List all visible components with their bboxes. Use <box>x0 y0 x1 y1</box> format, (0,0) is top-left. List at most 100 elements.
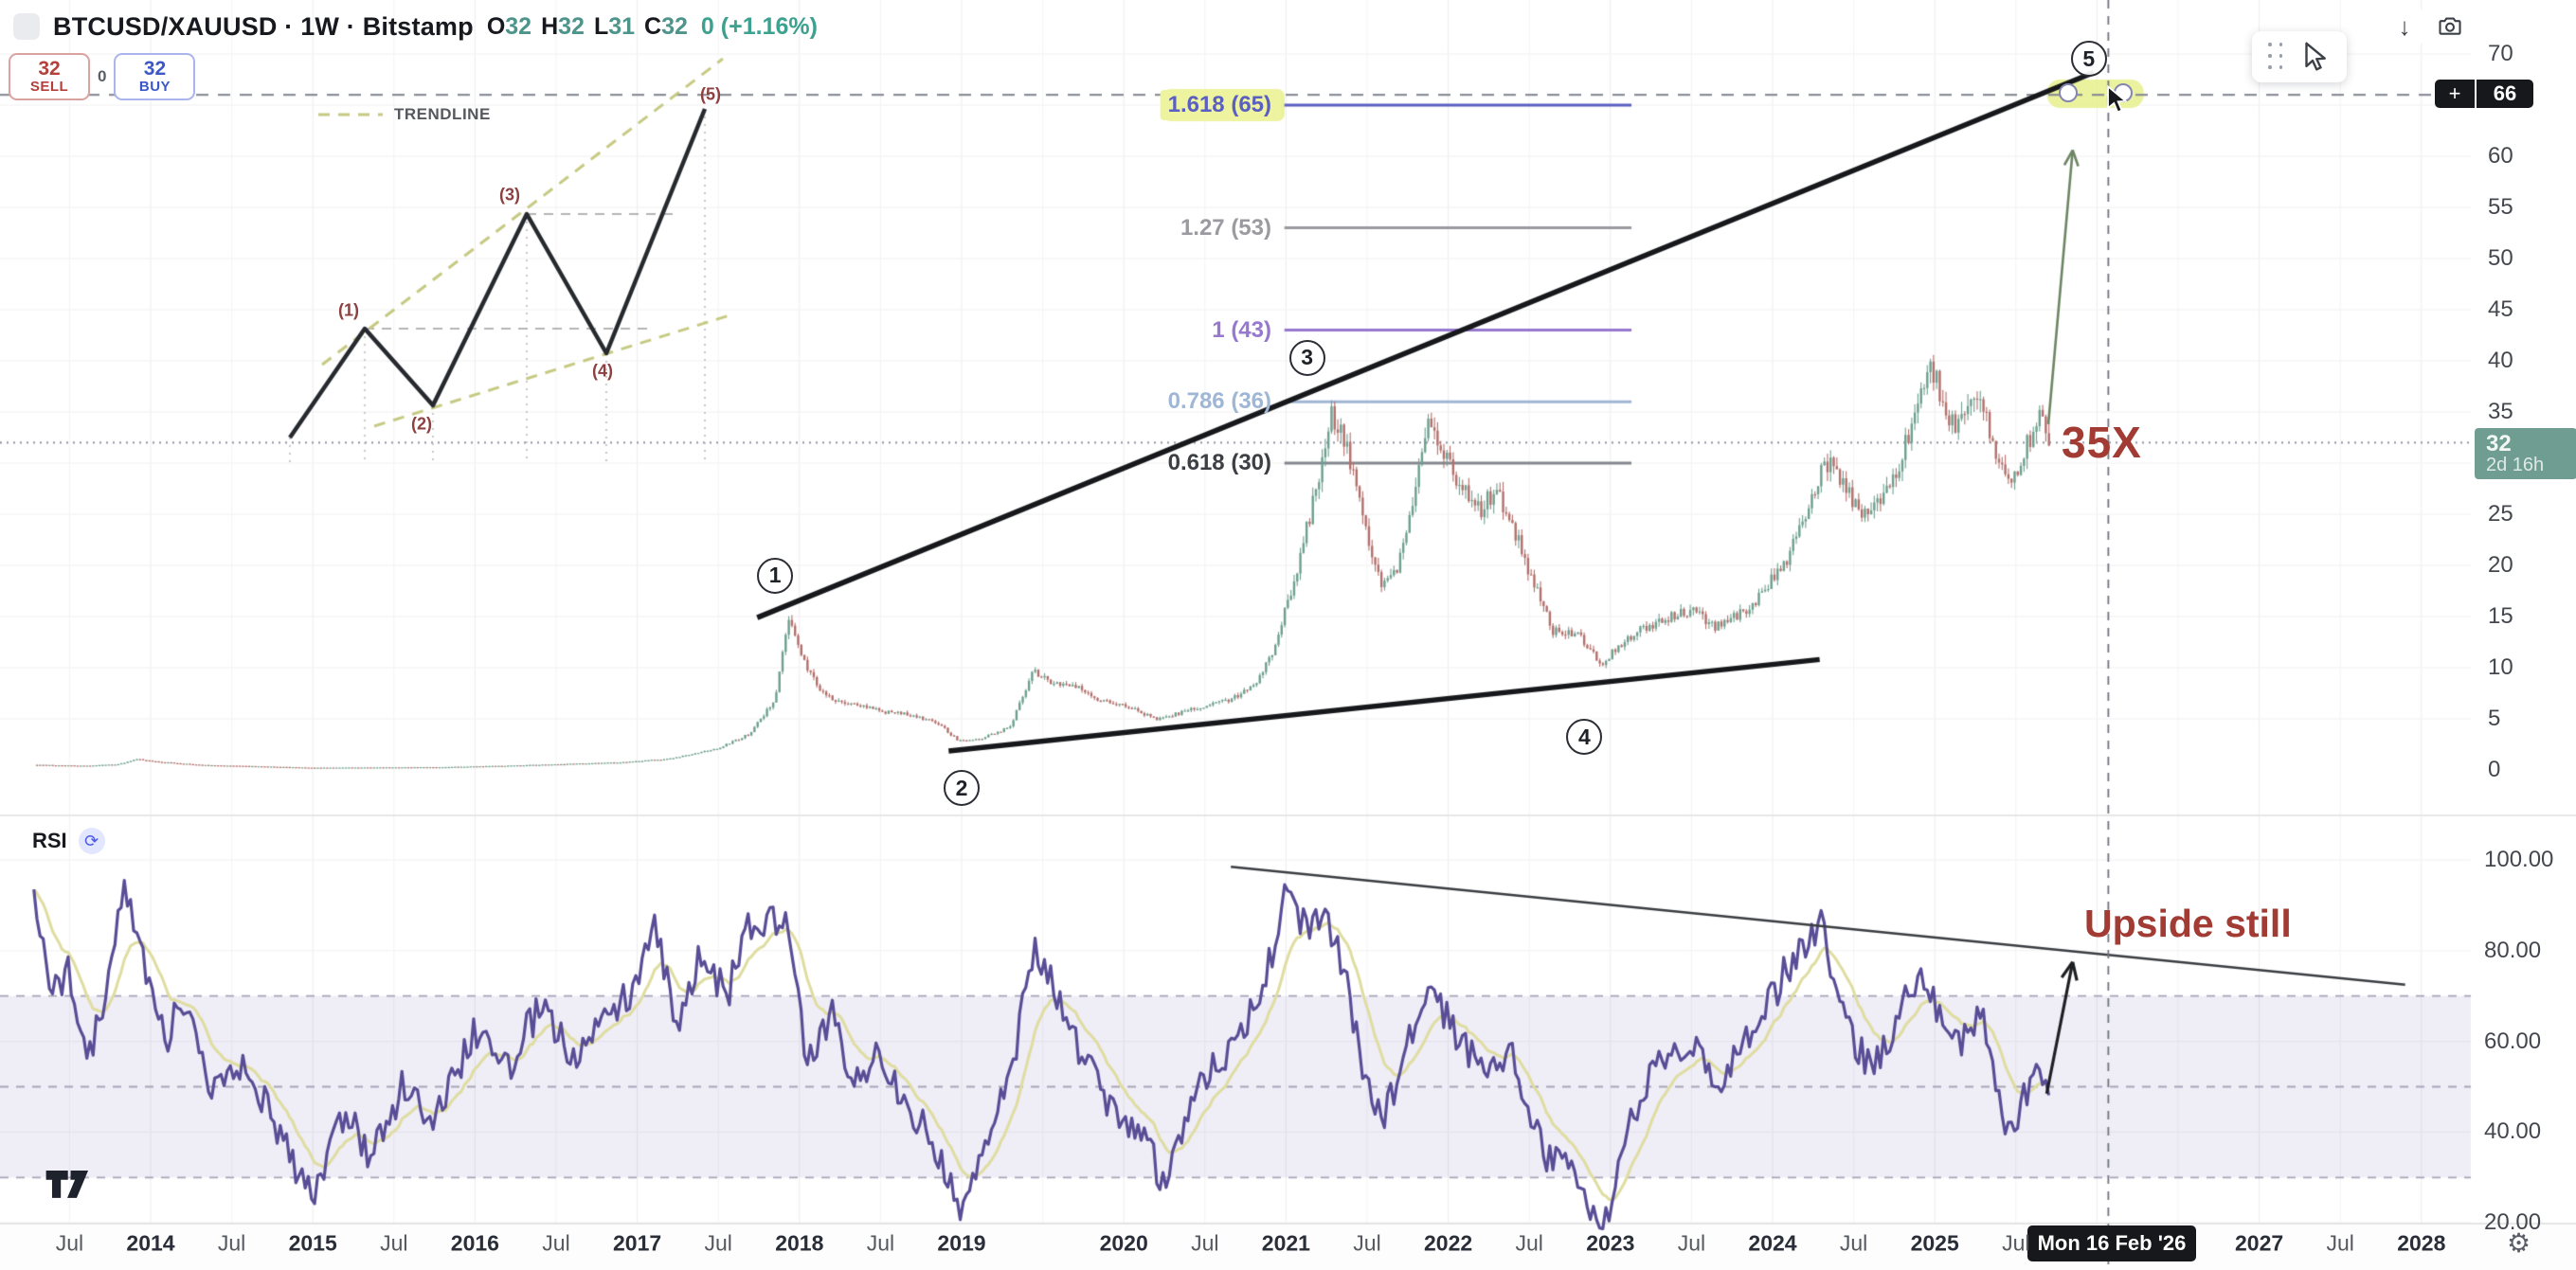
price-tick-70: 70 <box>2488 41 2513 66</box>
rsi-tick-80: 80.00 <box>2484 937 2542 963</box>
mouse-cursor-icon <box>2107 85 2128 114</box>
time-label-2023-2023: 2023 <box>1586 1230 1635 1256</box>
symbol-title[interactable]: BTCUSD/XAUUSD · 1W · Bitstamp <box>53 11 474 41</box>
wave-point-5: 5 <box>2070 41 2107 78</box>
time-label-Jul-2017.5: Jul <box>704 1230 732 1256</box>
multiplier-annotation: 35X <box>2062 418 2142 467</box>
price-tick-15: 15 <box>2488 603 2513 629</box>
price-tick-0: 0 <box>2488 757 2501 782</box>
time-label-Jul-2015.5: Jul <box>380 1230 408 1256</box>
time-label-2018-2018: 2018 <box>775 1230 824 1256</box>
fib-label-1: 1 (43) <box>1212 316 1271 343</box>
price-tick-25: 25 <box>2488 501 2513 527</box>
time-label-2020-2020: 2020 <box>1099 1230 1148 1256</box>
ohlc-l: L31 <box>593 12 636 40</box>
time-label-Jul-2021.5: Jul <box>1353 1230 1381 1256</box>
price-tick-45: 45 <box>2488 296 2513 322</box>
order-panel: 32 SELL 0 32 BUY <box>9 53 196 100</box>
ohlc-c: C32 <box>644 12 688 40</box>
fib-label-1.618: 1.618 (65) <box>1160 90 1281 120</box>
exchange-logo-icon <box>13 13 40 40</box>
current-price-value: 32 <box>2486 430 2512 456</box>
inset-wave-label-(1): (1) <box>338 300 359 320</box>
time-label-2019-2019: 2019 <box>937 1230 986 1256</box>
time-label-2027-2027: 2027 <box>2235 1230 2284 1256</box>
time-label-2017-2017: 2017 <box>613 1230 662 1256</box>
current-price-badge[interactable]: 32 2d 16h <box>2475 428 2576 479</box>
sell-label: SELL <box>29 79 69 96</box>
time-label-2016-2016: 2016 <box>450 1230 499 1256</box>
symbol-header: BTCUSD/XAUUSD · 1W · Bitstamp O32 H32 L31 C… <box>13 11 818 42</box>
time-label-Jul-2024.5: Jul <box>1839 1230 1868 1256</box>
time-label-2021-2021: 2021 <box>1261 1230 1310 1256</box>
rsi-tick-40: 40.00 <box>2484 1118 2542 1145</box>
price-tick-50: 50 <box>2488 245 2513 271</box>
price-tick-5: 5 <box>2488 706 2501 731</box>
rsi-title: RSI <box>32 829 67 852</box>
camera-glyph <box>2439 17 2461 35</box>
time-label-2015-2015: 2015 <box>288 1230 337 1256</box>
buy-label: BUY <box>138 79 171 96</box>
time-label-Jul-2023.5: Jul <box>1677 1230 1706 1256</box>
price-tick-60: 60 <box>2488 143 2513 169</box>
time-label-Jul-2018.5: Jul <box>866 1230 895 1256</box>
inset-wave-label-(5): (5) <box>700 84 721 104</box>
rsi-tick-20: 20.00 <box>2484 1209 2542 1236</box>
wave-point-4: 4 <box>1566 719 1603 756</box>
fib-label-1.27: 1.27 (53) <box>1180 214 1271 241</box>
time-axis-settings-gear-icon[interactable]: ⚙ <box>2507 1228 2531 1258</box>
ohlc-values: O32 H32 L31 C32 0 (+1.16%) <box>487 13 818 41</box>
inset-wave-label-(4): (4) <box>592 361 613 381</box>
rsi-refresh-icon[interactable]: ⟳ <box>78 828 105 854</box>
change-percent: 0 (+1.16%) <box>700 12 818 40</box>
time-label-Jul-2025.5: Jul <box>2002 1230 2030 1256</box>
price-tick-35: 35 <box>2488 399 2513 424</box>
sell-button[interactable]: 32 SELL <box>9 53 90 100</box>
time-label-2028-2028: 2028 <box>2397 1230 2446 1256</box>
buy-price: 32 <box>143 58 167 80</box>
rsi-note-annotation: Upside still <box>2084 902 2292 945</box>
sell-price: 32 <box>38 58 61 80</box>
time-label-2025-2025: 2025 <box>1910 1230 1959 1256</box>
price-tick-10: 10 <box>2488 654 2513 680</box>
fib-label-0.786: 0.786 (36) <box>1167 388 1271 415</box>
download-icon[interactable]: ↓ <box>2386 8 2423 45</box>
inset-wave-label-(3): (3) <box>499 185 520 205</box>
crosshair-date-badge: Mon 16 Feb '26 <box>2027 1225 2196 1261</box>
toolbar-drag-handle[interactable] <box>2268 43 2283 71</box>
time-label-Jul-2027.5: Jul <box>2326 1230 2354 1256</box>
price-tick-20: 20 <box>2488 552 2513 578</box>
wave-point-3: 3 <box>1288 339 1325 376</box>
rsi-tick-60: 60.00 <box>2484 1028 2542 1054</box>
ohlc-h: H32 <box>541 12 585 40</box>
price-tick-40: 40 <box>2488 348 2513 373</box>
bar-countdown: 2d 16h <box>2486 455 2545 476</box>
wave-point-1: 1 <box>757 557 794 594</box>
rsi-pane-header: RSI ⟳ <box>32 828 105 854</box>
tradingview-logo[interactable] <box>45 1171 95 1199</box>
time-label-Jul-2020.5: Jul <box>1191 1230 1219 1256</box>
time-label-Jul-2016.5: Jul <box>542 1230 570 1256</box>
fib-label-0.618: 0.618 (30) <box>1167 450 1271 475</box>
spread-value: 0 <box>98 67 107 85</box>
time-label-Jul-2013.5: Jul <box>55 1230 84 1256</box>
rsi-tick-100: 100.00 <box>2484 847 2554 872</box>
time-label-Jul-2014.5: Jul <box>217 1230 246 1256</box>
price-tick-55: 55 <box>2488 194 2513 220</box>
wave-point-2: 2 <box>944 770 980 807</box>
ohlc-o: O32 <box>486 12 532 40</box>
time-label-2024-2024: 2024 <box>1748 1230 1797 1256</box>
trendline-handle-1[interactable] <box>2058 83 2078 103</box>
time-label-Jul-2022.5: Jul <box>1515 1230 1543 1256</box>
camera-icon[interactable] <box>2431 8 2469 45</box>
alert-level-badge[interactable]: 66 <box>2477 80 2533 108</box>
buy-button[interactable]: 32 BUY <box>114 53 196 100</box>
add-alert-plus-icon[interactable]: + <box>2435 80 2475 108</box>
time-label-2014-2014: 2014 <box>126 1230 175 1256</box>
inset-wave-label-(2): (2) <box>411 414 432 434</box>
time-label-2022-2022: 2022 <box>1424 1230 1473 1256</box>
floating-toolbar <box>2252 31 2347 82</box>
cursor-tool-icon[interactable] <box>2298 41 2331 73</box>
